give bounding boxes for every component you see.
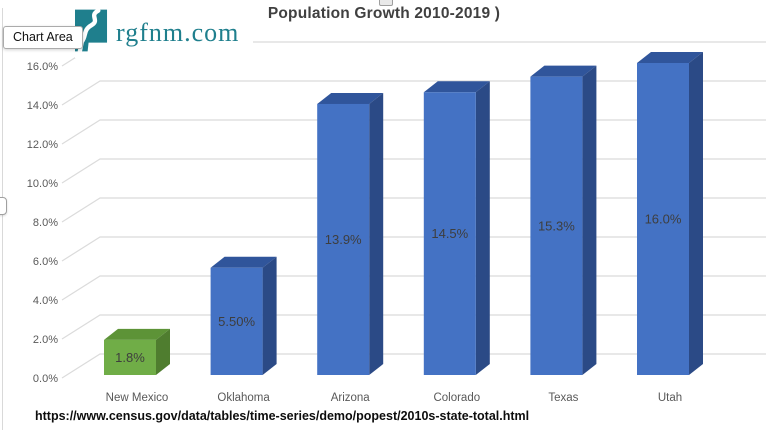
y-tick-label[interactable]: 2.0% (33, 334, 58, 346)
y-tick-label[interactable]: 16.0% (27, 61, 58, 73)
bar-side-face[interactable] (156, 328, 170, 375)
bar-top-face[interactable] (530, 65, 597, 77)
bar-side-face[interactable] (262, 256, 277, 375)
bar-data-label[interactable]: 5.50% (218, 314, 255, 329)
bar-front-face[interactable] (423, 92, 476, 375)
bar-side-face[interactable] (369, 92, 384, 375)
bar-front-face[interactable] (530, 76, 583, 376)
bar-data-label[interactable]: 1.8% (115, 350, 145, 365)
bar-data-label[interactable]: 14.5% (431, 226, 468, 241)
bar-oklahoma[interactable]: 5.50% (210, 256, 277, 375)
logo-text: rgfnm.com (116, 18, 240, 47)
chart-area-tooltip: Chart Area (3, 26, 83, 49)
site-logo: rgfnm.com (75, 7, 254, 58)
y-tick-label[interactable]: 0.0% (33, 373, 58, 385)
chart-object-left-border (2, 8, 3, 430)
y-tick-label[interactable]: 14.0% (27, 100, 58, 112)
x-category-label[interactable]: New Mexico (106, 392, 169, 404)
bar-front-face[interactable] (210, 267, 263, 375)
bar-arizona[interactable]: 13.9% (317, 92, 384, 375)
bar-data-label[interactable]: 16.0% (645, 212, 682, 227)
bar-top-face[interactable] (104, 328, 170, 340)
x-category-label[interactable]: Utah (658, 392, 682, 404)
y-tick-label[interactable]: 8.0% (33, 217, 58, 229)
bar-front-face[interactable] (104, 339, 156, 375)
y-tick-label[interactable]: 6.0% (33, 256, 58, 268)
bar-utah[interactable]: 16.0% (637, 52, 703, 375)
chart-resize-handle-top[interactable] (379, 0, 393, 6)
chart-resize-handle-left[interactable] (0, 197, 7, 215)
bar-top-face[interactable] (423, 81, 490, 93)
x-category-label[interactable]: Colorado (433, 392, 480, 404)
bar-colorado[interactable]: 14.5% (423, 81, 490, 375)
bar-front-face[interactable] (637, 63, 689, 375)
bar-data-label[interactable]: 13.9% (325, 232, 362, 247)
x-category-label[interactable]: Arizona (331, 392, 371, 404)
y-tick-label[interactable]: 4.0% (33, 295, 58, 307)
new-mexico-river-logo-icon (75, 7, 108, 58)
bar-data-label[interactable]: 15.3% (538, 218, 575, 233)
x-category-label[interactable]: Oklahoma (217, 392, 270, 404)
chart-title[interactable]: Population Growth 2010-2019 ) (267, 5, 501, 22)
bar-front-face[interactable] (317, 103, 370, 375)
bar-texas[interactable]: 15.3% (530, 65, 597, 376)
bar-new-mexico[interactable]: 1.8% (104, 328, 170, 375)
bar-side-face[interactable] (475, 81, 490, 375)
y-tick-label[interactable]: 10.0% (27, 178, 58, 190)
bar-top-face[interactable] (317, 92, 384, 104)
y-tick-label[interactable]: 12.0% (27, 139, 58, 151)
bar-top-face[interactable] (637, 52, 703, 63)
x-category-label[interactable]: Texas (548, 392, 578, 404)
source-url[interactable]: https://www.census.gov/data/tables/time-… (35, 409, 530, 423)
bar-side-face[interactable] (582, 65, 597, 376)
bar-top-face[interactable] (210, 256, 277, 268)
bar-side-face[interactable] (689, 52, 703, 375)
